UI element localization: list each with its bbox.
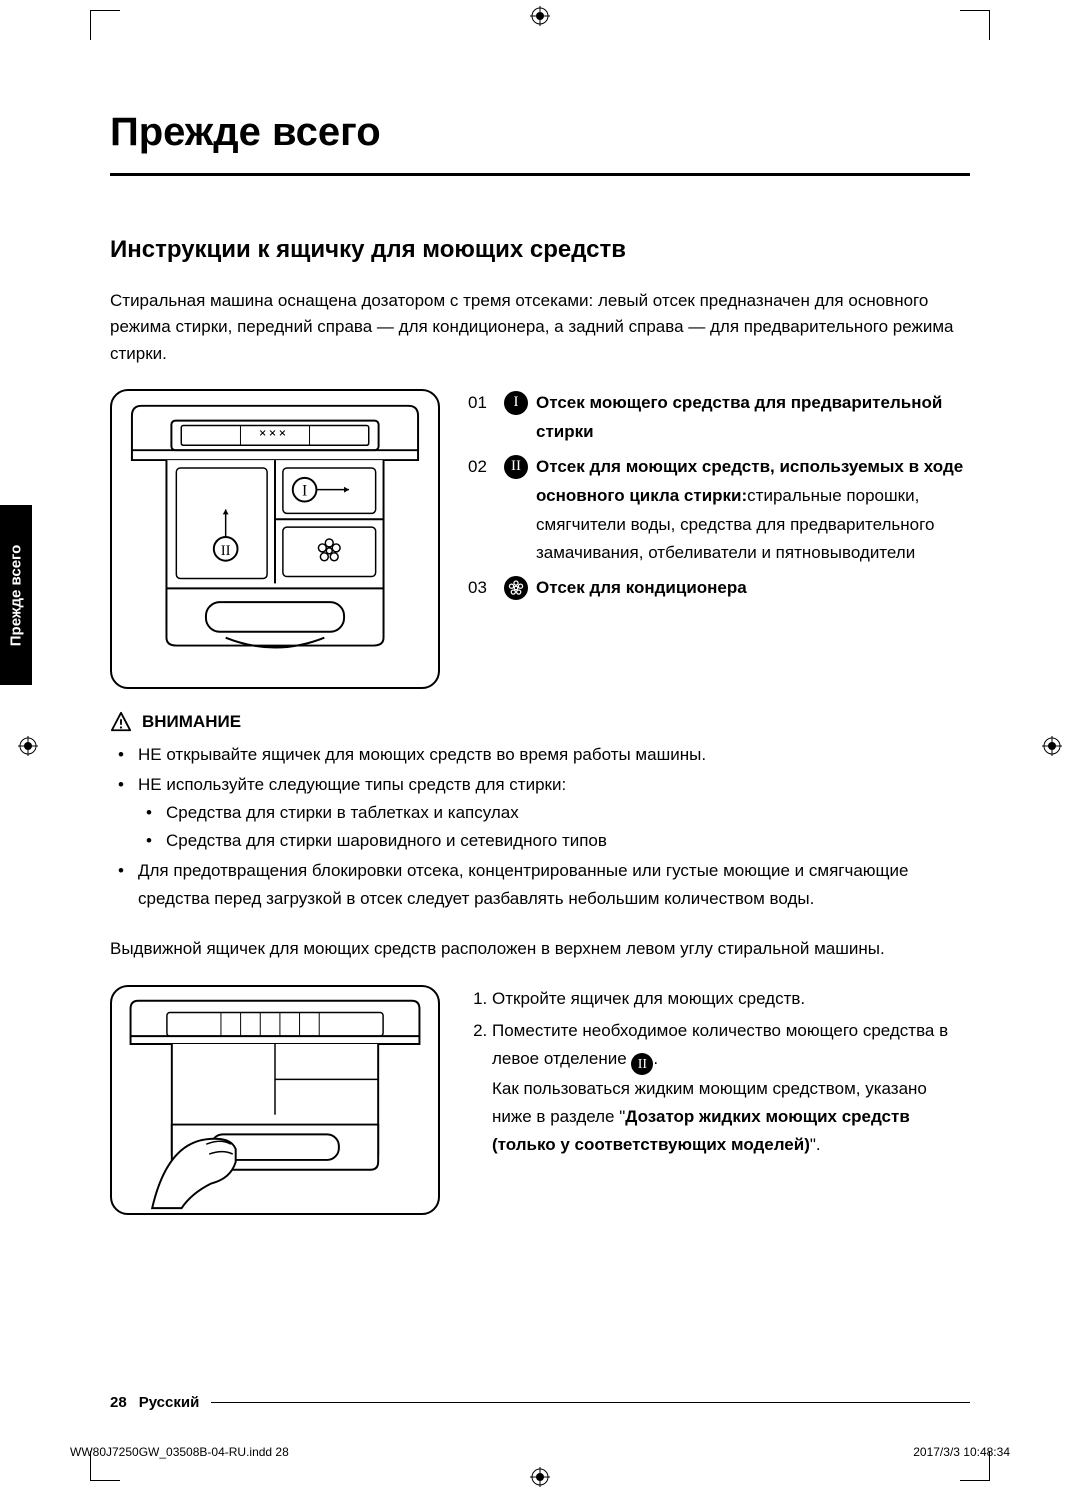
- section-title: Инструкции к ящичку для моющих средств: [110, 236, 970, 264]
- list-item: Средства для стирки шаровидного и сетеви…: [166, 827, 970, 855]
- list-item: Средства для стирки в таблетках и капсул…: [166, 799, 970, 827]
- legend-number: 02: [468, 453, 496, 569]
- warning-triangle-icon: [110, 711, 132, 733]
- roman-two-icon: II: [631, 1053, 653, 1075]
- crop-mark: [960, 10, 990, 40]
- detergent-drawer-diagram: I II: [110, 389, 440, 689]
- page-footer: 28 Русский: [110, 1394, 970, 1411]
- list-item: НЕ открывайте ящичек для моющих средств …: [138, 741, 970, 769]
- legend-text: Отсек для кондиционера: [536, 574, 970, 603]
- compartment-legend: 01 I Отсек моющего средства для предвари…: [468, 389, 970, 689]
- print-footer: WW80J7250GW_03508B-04-RU.indd 28 2017/3/…: [70, 1445, 1010, 1459]
- step-text: .: [653, 1049, 658, 1068]
- print-filename: WW80J7250GW_03508B-04-RU.indd 28: [70, 1445, 289, 1459]
- svg-text:II: II: [221, 543, 231, 559]
- side-tab: Прежде всего: [0, 505, 32, 685]
- page-number: 28: [110, 1394, 127, 1411]
- legend-number: 01: [468, 389, 496, 447]
- print-timestamp: 2017/3/3 10:48:34: [913, 1445, 1010, 1459]
- registration-mark-icon: [18, 736, 38, 756]
- list-item-text: НЕ используйте следующие типы средств дл…: [138, 775, 566, 794]
- intro-paragraph: Стиральная машина оснащена дозатором с т…: [110, 288, 970, 367]
- page-title: Прежде всего: [110, 110, 970, 176]
- caution-heading: ВНИМАНИЕ: [110, 711, 970, 733]
- list-item: Откройте ящичек для моющих средств.: [492, 985, 970, 1013]
- caution-label: ВНИМАНИЕ: [142, 712, 241, 732]
- step-text: Поместите необходимое количество моющего…: [492, 1021, 948, 1068]
- page-content: Прежде всего Прежде всего Инструкции к я…: [110, 110, 970, 1411]
- registration-mark-icon: [1042, 736, 1062, 756]
- flower-icon: [504, 576, 528, 600]
- legend-text: Отсек для моющих средств, используемых в…: [536, 453, 970, 569]
- svg-text:I: I: [302, 483, 307, 500]
- steps-list: Откройте ящичек для моющих средств. Поме…: [468, 985, 970, 1215]
- footer-rule: [211, 1402, 970, 1403]
- list-item: НЕ используйте следующие типы средств дл…: [138, 771, 970, 855]
- side-tab-label: Прежде всего: [8, 544, 25, 646]
- step-note: ".: [810, 1135, 821, 1154]
- crop-mark: [90, 10, 120, 40]
- roman-two-icon: II: [504, 455, 528, 479]
- caution-list: НЕ открывайте ящичек для моющих средств …: [110, 741, 970, 913]
- legend-number: 03: [468, 574, 496, 603]
- list-item: Поместите необходимое количество моющего…: [492, 1017, 970, 1160]
- legend-item: 03 Отсек для кондиционера: [468, 574, 970, 603]
- legend-item: 02 II Отсек для моющих средств, использу…: [468, 453, 970, 569]
- footer-language: Русский: [139, 1394, 200, 1411]
- registration-mark-icon: [530, 1467, 550, 1487]
- list-item: Для предотвращения блокировки отсека, ко…: [138, 857, 970, 913]
- registration-mark-icon: [530, 6, 550, 26]
- roman-one-icon: I: [504, 391, 528, 415]
- legend-item: 01 I Отсек моющего средства для предвари…: [468, 389, 970, 447]
- legend-text: Отсек моющего средства для предварительн…: [536, 389, 970, 447]
- open-drawer-diagram: [110, 985, 440, 1215]
- drawer-location-paragraph: Выдвижной ящичек для моющих средств расп…: [110, 935, 970, 962]
